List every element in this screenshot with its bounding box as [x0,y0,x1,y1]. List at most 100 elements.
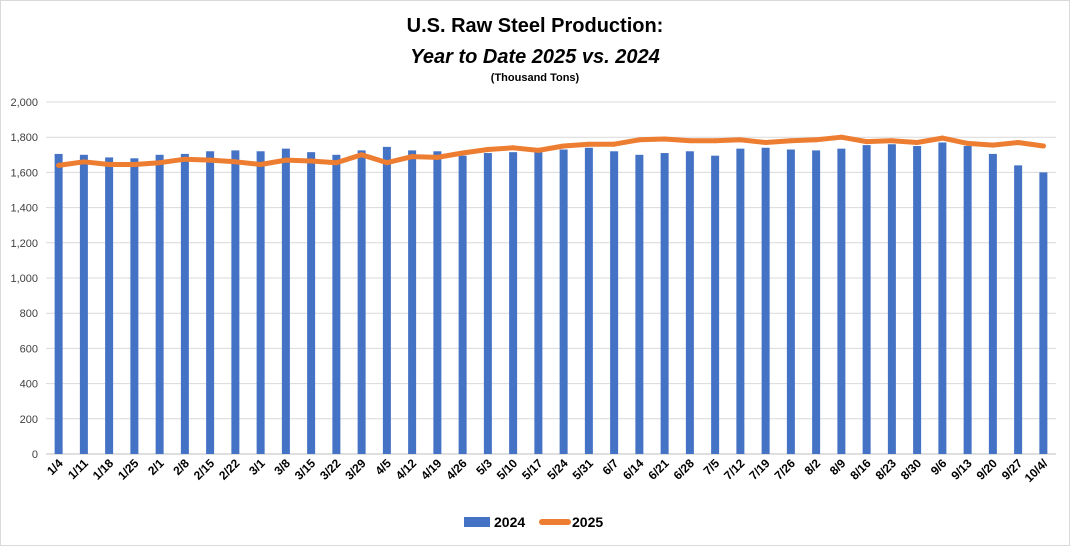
point-2025 [712,138,718,144]
y-tick-label: 800 [20,308,38,320]
point-2025 [157,160,163,166]
point-2025 [258,161,264,167]
x-tick-label: 4/26 [443,456,470,483]
x-tick-label: 2/1 [145,456,167,478]
bar-2024 [711,155,720,454]
bar-2024 [155,154,164,455]
point-2025 [838,134,844,140]
x-tick-label: 9/6 [928,456,950,478]
x-tick-label: 3/29 [342,456,369,483]
x-tick-label: 5/31 [570,456,597,483]
y-tick-label: 600 [20,343,38,355]
bar-2024 [509,152,518,454]
bar-2024 [433,151,442,454]
x-tick-label: 6/21 [645,456,672,483]
point-2025 [333,160,339,166]
x-tick-label: 2/22 [216,456,243,483]
bar-2024 [786,149,795,454]
point-2025 [56,162,62,168]
x-tick-label: 2/8 [170,456,192,478]
y-axis-ticks: 0 200 400 600 800 1,000 1,200 1,400 1,600 1,800 2,… [10,97,38,461]
x-tick-label: 5/10 [494,456,521,483]
x-tick-label: 1/25 [115,456,142,483]
bar-2024 [635,154,644,455]
x-tick-label: 8/23 [873,456,900,483]
y-tick-label: 1,000 [10,273,38,285]
x-tick-label: 9/27 [999,456,1026,483]
bar-2024 [1039,172,1048,454]
y-tick-label: 0 [32,449,38,461]
chart-title: U.S. Raw Steel Production: [407,15,664,37]
bar-2024 [281,148,290,454]
bar-2024 [307,152,316,454]
chart-subtitle: Year to Date 2025 vs. 2024 [410,46,659,68]
point-2025 [485,147,491,153]
bar-2024 [357,150,366,454]
x-tick-label: 1/11 [65,456,91,482]
y-tick-label: 1,400 [10,203,38,215]
point-2025 [687,138,693,144]
y-tick-label: 1,600 [10,167,38,179]
point-2025 [763,139,769,145]
x-tick-label: 8/30 [898,456,925,483]
legend-swatch-2024 [464,517,490,527]
x-tick-label: 7/19 [746,456,773,483]
y-tick-label: 1,800 [10,132,38,144]
bar-2024 [963,146,972,454]
point-2025 [207,157,213,163]
point-2025 [788,138,794,144]
legend: 2024 2025 [464,514,603,530]
point-2025 [990,142,996,148]
point-2025 [384,160,390,166]
x-tick-label: 10/4/ [1022,456,1051,485]
x-tick-label: 4/19 [418,456,445,483]
units-note: (Thousand Tons) [491,72,580,84]
point-2025 [813,137,819,143]
x-tick-label: 3/22 [317,456,344,483]
bar-2024 [54,153,63,455]
bar-2024 [483,153,492,455]
x-tick-label: 7/5 [701,456,723,478]
bar-2024 [685,151,694,454]
y-tick-label: 1,200 [10,238,38,250]
x-tick-label: 9/20 [974,456,1001,483]
bar-2024 [534,152,543,454]
bar-2024 [105,157,114,454]
point-2025 [864,139,870,145]
bar-2024 [231,150,240,454]
x-tick-label: 5/24 [544,456,571,483]
bar-2024 [458,155,467,454]
point-2025 [636,137,642,143]
x-tick-label: 8/16 [847,456,874,483]
bar-2024 [660,153,669,455]
bar-2024 [180,153,189,455]
y-tick-label: 2,000 [10,97,38,109]
point-2025 [308,158,314,164]
point-2025 [460,150,466,156]
point-2025 [131,161,137,167]
bar-2024 [761,147,770,454]
point-2025 [510,145,516,151]
point-2025 [939,135,945,141]
point-2025 [611,141,617,147]
point-2025 [1040,143,1046,149]
x-tick-label: 3/8 [271,456,293,478]
x-tick-label: 3/15 [292,456,319,483]
point-2025 [914,139,920,145]
point-2025 [586,141,592,147]
x-tick-label: 6/14 [620,456,647,483]
x-tick-label: 7/12 [721,456,748,483]
point-2025 [737,137,743,143]
bar-2024 [130,158,139,454]
bar-2024 [862,145,871,454]
bar-2024 [887,144,896,455]
legend-label-2024: 2024 [494,514,525,530]
bar-2024 [382,146,391,454]
bar-2024 [1014,165,1023,455]
bar-2024 [408,150,417,454]
x-axis-ticks: 1/4 1/111/181/25 2/1 2/82/152/22 3/1 3/83/153… [44,456,1051,485]
bar-2024 [584,147,593,454]
bar-2024 [206,151,215,454]
